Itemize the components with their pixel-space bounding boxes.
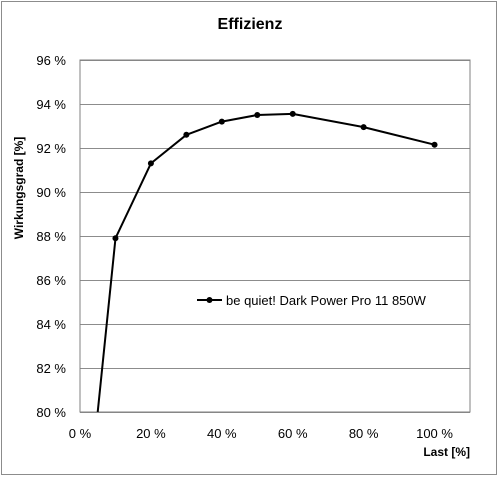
legend-label: be quiet! Dark Power Pro 11 850W xyxy=(226,293,427,308)
x-tick-label: 60 % xyxy=(278,426,308,441)
data-point xyxy=(431,141,438,148)
x-tick-label: 20 % xyxy=(136,426,166,441)
x-tick-label: 100 % xyxy=(416,426,453,441)
plot-area xyxy=(79,59,471,413)
y-tick-label: 92 % xyxy=(36,141,66,156)
x-axis-label: Last [%] xyxy=(423,445,470,459)
data-point xyxy=(254,112,261,118)
legend-marker xyxy=(206,297,213,303)
y-tick-label: 94 % xyxy=(36,97,66,112)
series-group xyxy=(96,110,438,413)
y-tick-label: 86 % xyxy=(36,273,66,288)
y-tick-label: 82 % xyxy=(36,361,66,376)
data-point xyxy=(183,131,190,138)
chart-title: Effizienz xyxy=(218,16,283,33)
y-tick-label: 84 % xyxy=(36,317,66,332)
y-tick-label: 80 % xyxy=(36,405,66,420)
x-tick-label: 0 % xyxy=(69,426,92,441)
data-point xyxy=(147,160,154,167)
y-tick-label: 90 % xyxy=(36,185,66,200)
x-tick-label: 40 % xyxy=(207,426,237,441)
y-tick-label: 88 % xyxy=(36,229,66,244)
data-point xyxy=(360,124,367,131)
y-axis-label: Wirkungsgrad [%] xyxy=(12,137,26,240)
legend: be quiet! Dark Power Pro 11 850W xyxy=(197,293,427,308)
gridlines xyxy=(80,60,470,413)
x-tick-labels: 0 % 20 % 40 % 60 % 80 % 100 % xyxy=(69,426,454,441)
data-point xyxy=(112,235,119,242)
x-tick-label: 80 % xyxy=(349,426,379,441)
data-point xyxy=(289,110,296,117)
data-point xyxy=(218,118,225,125)
series-line xyxy=(96,112,435,413)
y-tick-labels: 80 % 82 % 84 % 86 % 88 % 90 % 92 % 94 % 96 % xyxy=(36,53,66,420)
y-tick-label: 96 % xyxy=(36,53,66,68)
